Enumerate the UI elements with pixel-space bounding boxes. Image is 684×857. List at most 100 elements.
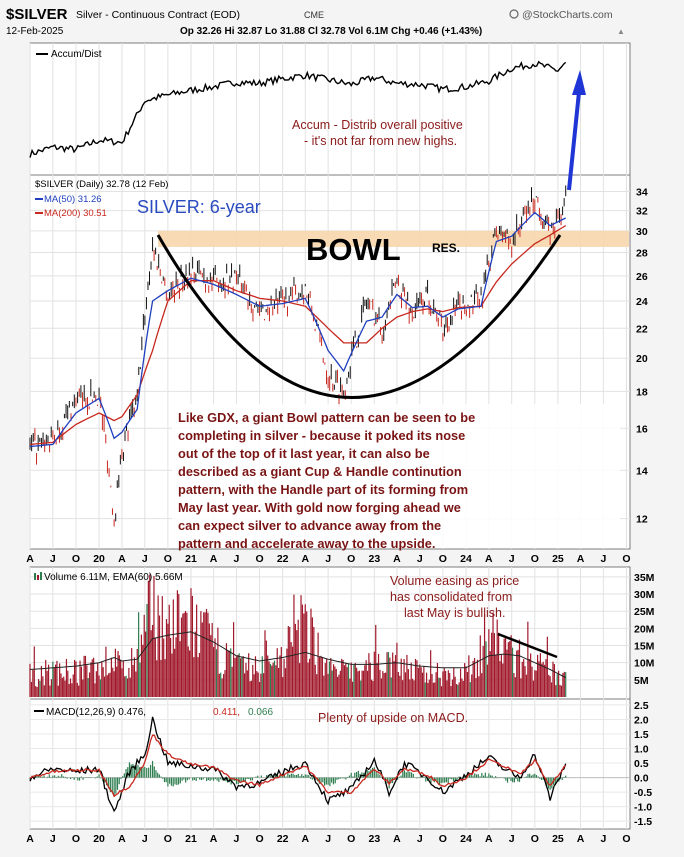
price-x-tick-label: J: [50, 553, 56, 565]
price-x-tick-label: J: [142, 553, 148, 565]
accum-dist-panel: [29, 42, 631, 176]
price-x-tick-label: A: [577, 553, 585, 565]
price-x-tick-label: A: [301, 553, 309, 565]
macd-legend: MACD(12,26,9) 0.476, 0.411, 0.066: [34, 707, 273, 718]
volume-y-tick-label: 15M: [634, 641, 655, 653]
price-x-tick-label: O: [347, 553, 355, 565]
price-y-tick-label: 34: [636, 187, 648, 199]
price-annotation: Like GDX, a giant Bowl pattern can be se…: [178, 410, 475, 551]
macd-x-tick-label: A: [118, 833, 126, 845]
resistance-zone: [158, 230, 629, 247]
price-x-tick-label: 24: [460, 553, 472, 565]
price-y-tick-label: 30: [636, 226, 648, 238]
volume-legend-label: Volume 6.11M, EMA(60) 5.66M: [44, 572, 183, 583]
chart-header: $SILVER Silver - Continuous Contract (EO…: [6, 6, 625, 37]
price-legend: $SILVER (Daily) 32.78 (12 Feb) MA(50) 31…: [35, 179, 168, 219]
price-y-tick-label: 32: [636, 206, 648, 218]
quote-label: Op 32.26 Hi 32.87 Lo 31.88 Cl 32.78 Vol …: [180, 26, 482, 37]
price-x-tick-label: A: [118, 553, 126, 565]
macd-x-tick-label: J: [142, 833, 148, 845]
price-y-tick-label: 28: [636, 248, 648, 260]
price-x-tick-label: J: [509, 553, 515, 565]
macd-x-tick-label: O: [531, 833, 539, 845]
price-note-line-5: pattern, with the Handle part of its for…: [178, 482, 468, 497]
price-x-tick-label: A: [393, 553, 401, 565]
price-x-tick-label: O: [164, 553, 172, 565]
price-x-tick-label: 23: [368, 553, 380, 565]
macd-x-tick-label: 22: [277, 833, 289, 845]
macd-y-tick-label: -0.5: [634, 787, 652, 799]
price-note-line-1: Like GDX, a giant Bowl pattern can be se…: [178, 410, 475, 425]
price-note-line-6: May last year. With gold now forging ahe…: [178, 500, 461, 515]
bowl-label: BOWL: [306, 232, 401, 267]
series-layer: [29, 60, 567, 813]
price-note-line-2: completing in silver - because it poked …: [178, 428, 465, 443]
price-y-tick-label: 26: [636, 271, 648, 283]
macd-y-tick-label: 2.0: [634, 714, 649, 726]
resistance-zone-layer: [158, 230, 629, 247]
arrow-head-icon: [572, 70, 586, 95]
price-x-tick-label: O: [255, 553, 263, 565]
macd-legend-histogram: 0.066: [248, 707, 273, 718]
axis-layer: A A J J O O 20 20 A A J J O O 21 21 A A J J O O 22 22 A A J J O O 23 23…: [26, 187, 654, 845]
bowl-pattern-curve: [156, 234, 562, 399]
price-legend-ma200: MA(200) 30.51: [44, 208, 107, 219]
macd-x-tick-label: J: [600, 833, 606, 845]
macd-x-tick-label: O: [164, 833, 172, 845]
macd-y-tick-label: 2.5: [634, 700, 649, 712]
macd-x-tick-label: A: [485, 833, 493, 845]
price-x-tick-label: O: [439, 553, 447, 565]
macd-line: [29, 716, 567, 813]
macd-y-tick-label: 0.0: [634, 773, 649, 785]
macd-x-tick-label: O: [255, 833, 263, 845]
brand-logo-icon: [509, 9, 519, 19]
brand-label: @StockCharts.com: [522, 9, 613, 21]
price-y-tick-label: 12: [636, 514, 648, 526]
price-x-tick-label: 21: [185, 553, 197, 565]
macd-y-tick-label: -1.5: [634, 816, 652, 828]
macd-legend-main: MACD(12,26,9) 0.476,: [46, 707, 146, 718]
macd-x-tick-label: 20: [93, 833, 105, 845]
price-note-line-3: out of the top of it last year, it can a…: [178, 446, 430, 461]
volume-y-tick-label: 25M: [634, 606, 655, 618]
macd-x-tick-label: J: [234, 833, 240, 845]
price-y-tick-label: 22: [636, 323, 648, 335]
macd-x-tick-label: A: [393, 833, 401, 845]
price-y-tick-label: 24: [636, 296, 648, 308]
volume-note-line-3: last May is bullish.: [404, 606, 505, 620]
macd-x-tick-label: J: [509, 833, 515, 845]
ma50-line: [29, 211, 566, 448]
volume-note-line-2: has consolidated from: [390, 590, 512, 604]
accum-dist-legend: Accum/Dist: [36, 49, 102, 60]
accum-note-line-1: Accum - Distrib overall positive: [292, 118, 463, 132]
price-x-tick-label: A: [26, 553, 34, 565]
macd-x-tick-label: J: [50, 833, 56, 845]
macd-y-tick-label: 0.5: [634, 758, 649, 770]
macd-x-tick-label: 24: [460, 833, 472, 845]
accum-note-line-2: - it's not far from new highs.: [304, 134, 457, 148]
change-up-arrow-icon: ▲: [617, 27, 625, 36]
macd-y-tick-label: 1.5: [634, 729, 649, 741]
accum-dist-line: [29, 60, 567, 158]
price-note-line-4: described as a giant Cup & Handle contin…: [178, 464, 462, 479]
macd-x-tick-label: O: [439, 833, 447, 845]
accum-dist-legend-label: Accum/Dist: [51, 49, 102, 60]
volume-y-tick-label: 20M: [634, 623, 655, 635]
price-note-line-8: pattern and accelerate away to the upsid…: [178, 536, 435, 551]
price-legend-ma50: MA(50) 31.26: [44, 194, 102, 205]
macd-legend-signal: 0.411,: [213, 707, 240, 718]
volume-y-tick-label: 30M: [634, 589, 655, 601]
macd-x-tick-label: A: [577, 833, 585, 845]
macd-y-tick-label: 1.0: [634, 744, 649, 756]
macd-x-tick-label: J: [417, 833, 423, 845]
macd-x-tick-label: O: [347, 833, 355, 845]
macd-x-tick-label: J: [325, 833, 331, 845]
volume-note-line-1: Volume easing as price: [390, 574, 519, 588]
macd-x-tick-label: O: [622, 833, 630, 845]
price-y-tick-label: 14: [636, 465, 648, 477]
price-x-tick-label: 25: [552, 553, 564, 565]
price-y-tick-label: 16: [636, 423, 648, 435]
macd-signal-line: [29, 734, 567, 798]
macd-x-tick-label: 23: [368, 833, 380, 845]
